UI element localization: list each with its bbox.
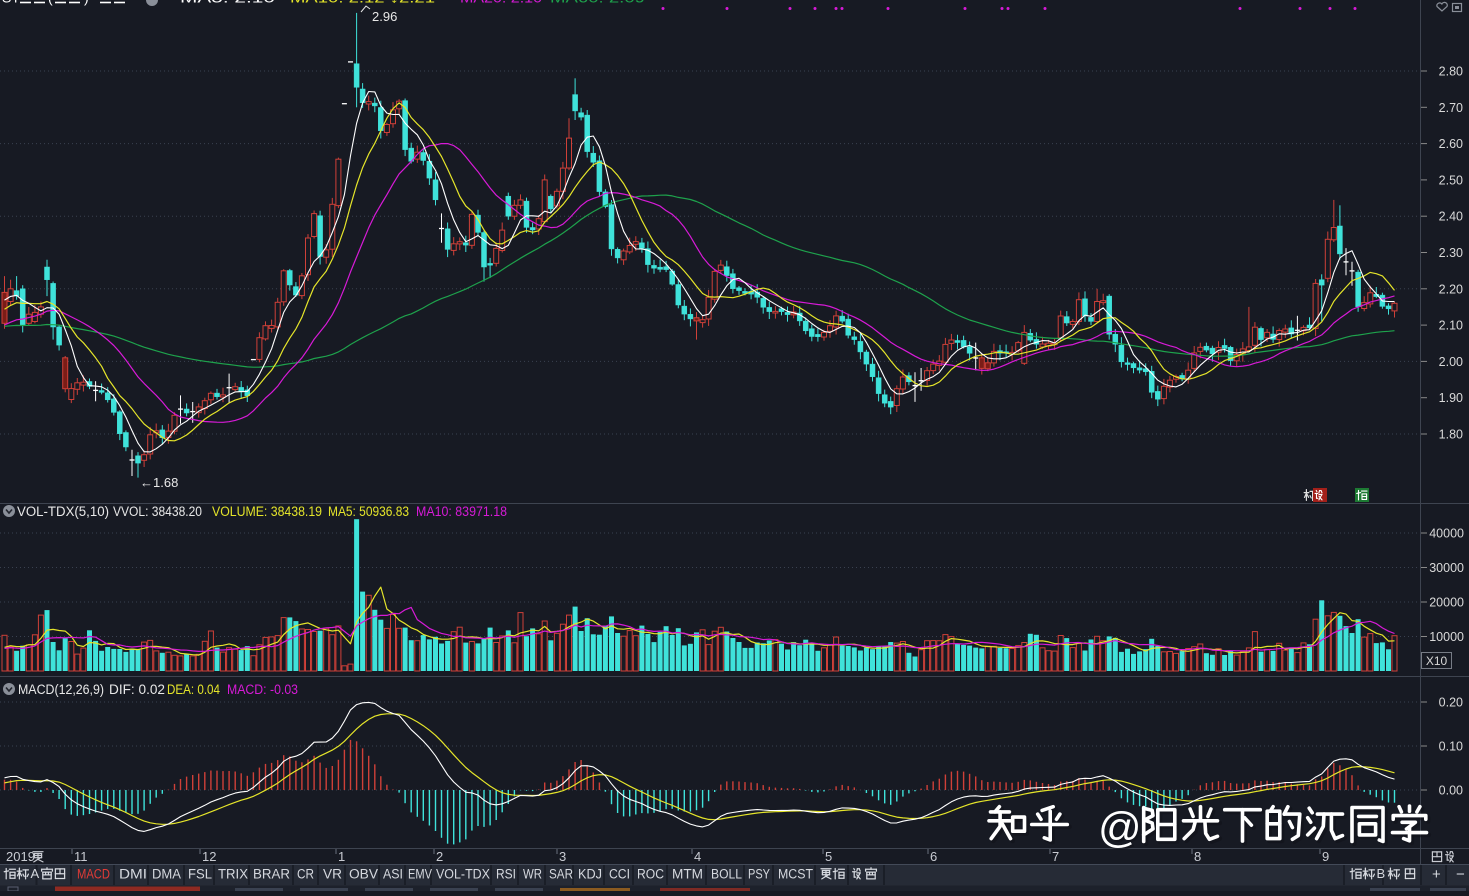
svg-text:0.10: 0.10 (1439, 740, 1463, 754)
svg-text:4: 4 (694, 849, 701, 864)
svg-text:ST: ST (2, 0, 20, 6)
svg-text:MA60: 2.09: MA60: 2.09 (550, 0, 645, 6)
svg-text:6: 6 (930, 849, 937, 864)
svg-text:MACD(12,26,9): MACD(12,26,9) (18, 682, 104, 697)
svg-text:5: 5 (825, 849, 832, 864)
svg-text:3: 3 (559, 849, 566, 864)
svg-text:0.00: 0.00 (1439, 784, 1463, 798)
svg-text:ROC: ROC (637, 867, 664, 882)
svg-text:2019: 2019 (6, 849, 35, 864)
svg-text:7: 7 (1052, 849, 1059, 864)
svg-text:RSI: RSI (496, 867, 516, 882)
svg-text:1.80: 1.80 (1439, 428, 1463, 442)
svg-text:VOL-TDX(5,10): VOL-TDX(5,10) (17, 504, 109, 519)
svg-text:30000: 30000 (1429, 561, 1464, 575)
svg-text:DEA: 0.04: DEA: 0.04 (167, 682, 220, 697)
svg-text:MA20: 2.10: MA20: 2.10 (460, 0, 542, 6)
svg-text:2: 2 (436, 849, 443, 864)
svg-text:VR: VR (323, 867, 342, 882)
svg-text:@: @ (1100, 806, 1144, 854)
svg-text:2.30: 2.30 (1439, 246, 1463, 260)
svg-text:DMA: DMA (152, 867, 181, 882)
svg-text:VVOL: 38438.20: VVOL: 38438.20 (113, 504, 202, 519)
svg-text:FSL: FSL (188, 867, 212, 882)
svg-text:B: B (1377, 866, 1386, 881)
svg-text:CR: CR (297, 867, 314, 882)
svg-text:DMI: DMI (119, 867, 147, 882)
svg-text:40000: 40000 (1429, 527, 1464, 541)
svg-text:MA10: 2.12 ↓2.21: MA10: 2.12 ↓2.21 (290, 0, 435, 6)
svg-text:VOL-TDX: VOL-TDX (436, 867, 490, 882)
svg-text:DIF: 0.02: DIF: 0.02 (109, 682, 165, 697)
svg-text:TRIX: TRIX (218, 867, 248, 882)
svg-text:2.80: 2.80 (1439, 65, 1463, 79)
svg-text:1.90: 1.90 (1439, 391, 1463, 405)
svg-text:OBV: OBV (349, 867, 378, 882)
svg-text:CCI: CCI (609, 867, 630, 882)
svg-text:(: ( (48, 0, 53, 6)
svg-text:BOLL: BOLL (711, 867, 742, 882)
svg-text:2.00: 2.00 (1439, 355, 1463, 369)
svg-text:12: 12 (202, 849, 216, 864)
svg-text:A: A (31, 866, 40, 881)
svg-text:+: + (1432, 866, 1441, 883)
svg-text:@: @ (1098, 804, 1142, 852)
svg-text:20000: 20000 (1429, 596, 1464, 610)
svg-text:2.60: 2.60 (1439, 137, 1463, 151)
svg-text:MA5: 50936.83: MA5: 50936.83 (328, 504, 409, 519)
svg-text:10000: 10000 (1429, 630, 1464, 644)
svg-text:9: 9 (1322, 849, 1329, 864)
svg-text:MTM: MTM (672, 867, 703, 882)
svg-text:−: − (1456, 866, 1465, 883)
svg-text:WR: WR (523, 867, 542, 882)
svg-text:): ) (84, 0, 89, 6)
svg-text:11: 11 (74, 849, 88, 864)
svg-text:MA10: 83971.18: MA10: 83971.18 (416, 504, 507, 519)
svg-text:←1.68: ←1.68 (140, 475, 178, 490)
svg-text:X10: X10 (1426, 654, 1448, 668)
svg-text:8: 8 (1194, 849, 1201, 864)
svg-text:MCST: MCST (778, 867, 813, 882)
svg-text:2.50: 2.50 (1439, 173, 1463, 187)
svg-text:2.70: 2.70 (1439, 101, 1463, 115)
svg-text:MA5: 2.10: MA5: 2.10 (180, 0, 275, 6)
svg-text:MACD: -0.03: MACD: -0.03 (227, 682, 298, 697)
svg-text:SAR: SAR (549, 867, 573, 882)
svg-text:EMV: EMV (408, 867, 432, 882)
svg-text:VOLUME: 38438.19: VOLUME: 38438.19 (212, 504, 322, 519)
svg-text:BRAR: BRAR (253, 867, 290, 882)
svg-text:2.20: 2.20 (1439, 282, 1463, 296)
svg-text:MACD: MACD (77, 867, 110, 882)
svg-text:2.10: 2.10 (1439, 319, 1463, 333)
svg-text:2.40: 2.40 (1439, 210, 1463, 224)
svg-text:KDJ: KDJ (578, 867, 602, 882)
svg-text:2.96: 2.96 (372, 9, 397, 24)
svg-text:0.20: 0.20 (1439, 696, 1463, 710)
svg-text:1: 1 (338, 849, 345, 864)
svg-text:PSY: PSY (748, 867, 770, 882)
svg-text:ASI: ASI (383, 867, 403, 882)
